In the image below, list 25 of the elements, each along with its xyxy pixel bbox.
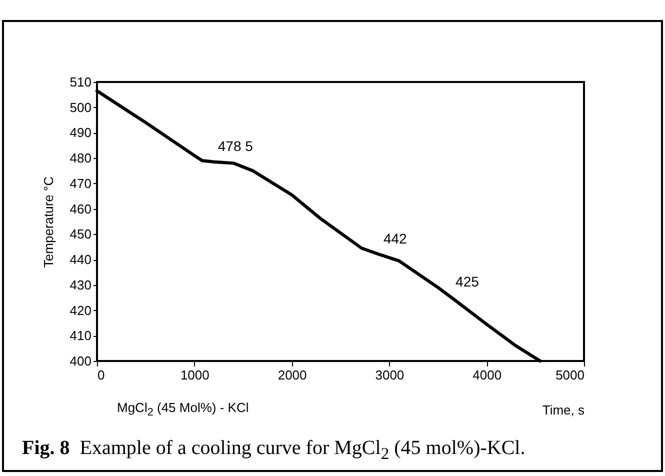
y-tick-label: 460 [70,201,92,216]
y-tick-label: 470 [70,176,92,191]
y-axis-title: Temperature °C [40,176,56,268]
x-tick-label: 4000 [472,368,502,382]
y-tick-label: 410 [70,328,92,344]
annotation: 478 5 [218,138,254,154]
y-tick-label: 420 [70,302,92,318]
y-tick-label: 450 [70,226,92,242]
text: Fig. 8 Example of a cooling curve for MgCl$_{2}$ (45 mol%)-KCl. [22,437,526,464]
y-tick-label: 400 [70,354,92,368]
y-tick-label: 490 [70,125,92,140]
y-tick-label: 440 [70,252,92,268]
x-tick-label: 5000 [556,368,584,382]
x-tick-label: 2000 [278,368,307,382]
y-tick-label: 480 [70,150,92,166]
x-tick-label: 0 [98,368,105,382]
text: MgCl$_{2}$ (45 Mol%) - KCl [117,400,249,419]
y-tick-label: 510 [70,74,92,90]
x-axis-title: Time, s [542,402,585,418]
y-tick-label: 500 [70,100,92,115]
annotation: 425 [456,274,480,290]
y-tick-label: 430 [70,277,92,292]
annotation: 442 [383,230,408,246]
x-tick-label: 1000 [180,368,210,382]
x-tick-label: 3000 [375,368,404,382]
